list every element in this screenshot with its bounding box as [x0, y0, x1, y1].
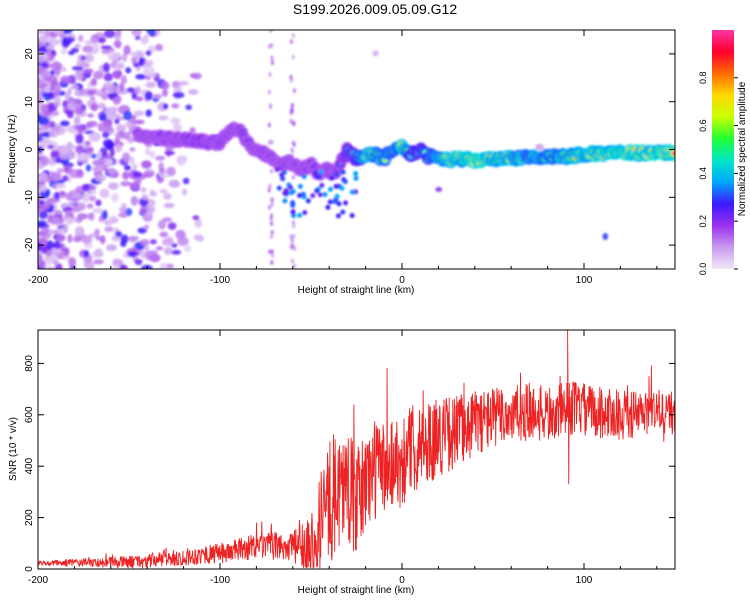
x-tick-label: 0 — [399, 575, 405, 586]
x-tick-label: 0 — [399, 275, 405, 286]
spectrogram-y-label: Frequency (Hz) — [7, 115, 18, 184]
x-tick-label: -200 — [28, 575, 48, 586]
x-tick-label: -100 — [210, 575, 230, 586]
x-tick-label: -200 — [28, 275, 48, 286]
figure-title: S199.2026.009.05.09.G12 — [293, 1, 457, 17]
spectrogram-background-speckle — [38, 30, 609, 269]
snr-y-axis: 0 200 400 600 800 — [24, 355, 675, 572]
y-tick-label: 20 — [24, 48, 35, 60]
y-tick-label: 0 — [24, 566, 35, 572]
y-tick-label: 600 — [24, 406, 35, 423]
spectrogram-y-axis: -20 -10 0 10 20 — [24, 48, 675, 252]
colorbar-tick-label: 0.2 — [698, 215, 708, 228]
colorbar-label: Normalized spectral amplitude — [737, 81, 748, 216]
snr-frame — [37, 329, 676, 570]
snr-x-label: Height of straight line (km) — [298, 585, 415, 596]
y-tick-label: 200 — [24, 509, 35, 526]
colorbar-tick-label: 0.6 — [698, 119, 708, 132]
x-tick-label: 100 — [576, 275, 593, 286]
x-tick-label: -100 — [210, 275, 230, 286]
colorbar: 0.0 0.2 0.4 0.6 0.8 Normalized spectral ampl… — [698, 30, 748, 275]
colorbar-gradient — [712, 30, 734, 269]
snr-panel: -200 -100 0 100 0 200 400 600 800 Height of str… — [8, 329, 676, 596]
colorbar-ticks: 0.0 0.2 0.4 0.6 0.8 — [698, 72, 738, 276]
y-tick-label: 0 — [24, 146, 35, 152]
snr-series-line — [38, 330, 675, 569]
y-tick-label: 400 — [24, 457, 35, 474]
colorbar-tick-label: 0.0 — [698, 263, 708, 276]
x-tick-label: 100 — [576, 575, 593, 586]
spectrogram-x-label: Height of straight line (km) — [298, 285, 415, 296]
spectrogram-ridge — [132, 121, 675, 219]
y-tick-label: 800 — [24, 355, 35, 372]
y-tick-label: 10 — [24, 96, 35, 108]
snr-y-label: SNR (10 * v/v) — [8, 417, 19, 481]
colorbar-tick-label: 0.4 — [698, 167, 708, 180]
y-tick-label: -10 — [24, 190, 35, 205]
colorbar-tick-label: 0.8 — [698, 72, 708, 85]
y-tick-label: -20 — [24, 237, 35, 252]
